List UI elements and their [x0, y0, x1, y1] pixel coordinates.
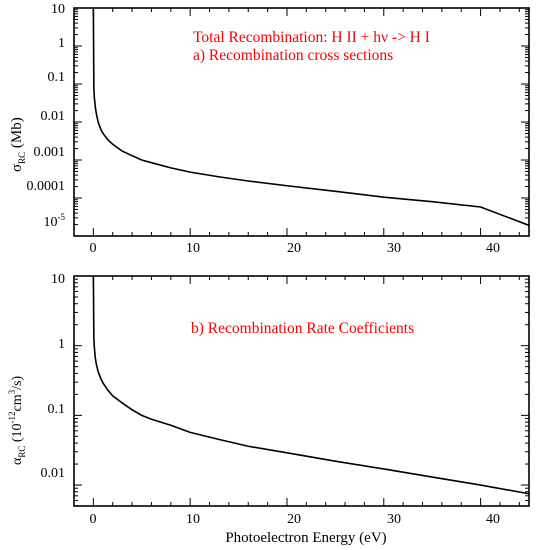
panel-a-y-tick-label: 10	[51, 2, 65, 17]
panel-b-y-label-unit-mid: cm	[10, 394, 25, 411]
panel-a-x-tick-label: 30	[387, 241, 401, 256]
panel-a-y-label-unit: (Mb)	[9, 117, 25, 152]
panel-b-x-tick-label: 20	[287, 512, 301, 527]
panel-b-y-label-exp1: -12	[7, 411, 17, 423]
panel-b: b) Recombination Rate Coefficients αRC (…	[7, 272, 530, 546]
x-axis-label: Photoelectron Energy (eV)	[225, 530, 386, 546]
panel-b-x-tick-labels: 0 10 20 30 40	[90, 512, 501, 527]
panel-b-y-label-subscript: RC	[17, 446, 27, 458]
panel-b-y-label-unit-pre: (10	[10, 423, 25, 445]
panel-a-y-tick-label: 0.1	[48, 70, 66, 85]
panel-a-series-line	[92, 7, 530, 227]
panel-b-plot-area	[74, 275, 530, 507]
panel-a-x-tick-label: 10	[186, 241, 200, 256]
panel-a-y-label-symbol: σ	[9, 164, 25, 172]
panel-a-frame	[73, 7, 530, 237]
panel-b-y-label-symbol: α	[10, 457, 25, 465]
panel-a: Total Recombination: H II + hν -> H I a)…	[9, 2, 530, 256]
panel-b-y-label-unit-post: /s)	[10, 376, 25, 390]
panel-b-y-tick-labels: 10 1 0.1 0.01	[41, 272, 66, 481]
panel-b-y-tick-label: 1	[58, 337, 65, 352]
panel-a-y-tick-label: 0.001	[34, 145, 66, 160]
panel-a-y-tick-label: 0.0001	[27, 179, 66, 194]
panel-a-y-tick-label-exponent: 10-5	[44, 212, 66, 230]
panel-b-x-tick-label: 0	[90, 512, 97, 527]
panel-a-x-tick-label: 0	[90, 241, 97, 256]
panel-a-y-tick-label: 1	[58, 36, 65, 51]
panel-a-x-tick-label: 20	[287, 241, 301, 256]
panel-b-x-tick-label: 10	[186, 512, 200, 527]
panel-b-series-line	[92, 275, 530, 495]
panel-b-x-tick-label: 30	[387, 512, 401, 527]
panel-a-x-tick-labels: 0 10 20 30 40	[90, 241, 501, 256]
panel-b-y-tick-label: 10	[51, 272, 65, 287]
panel-a-y-tick-label: 0.01	[41, 109, 66, 124]
panel-b-y-label-exp2: 3	[7, 389, 17, 394]
panel-a-annotation-subtitle: a) Recombination cross sections	[193, 47, 393, 64]
panel-b-y-tick-label: 0.01	[41, 466, 66, 481]
panel-a-x-tick-label: 40	[486, 241, 500, 256]
panel-b-y-axis-label: αRC (10-12cm3/s)	[7, 376, 27, 465]
panel-a-y-label-subscript: RC	[17, 152, 27, 164]
panel-a-y-tick-exp: -5	[58, 212, 66, 222]
panel-a-y-tick-base: 10	[44, 215, 58, 230]
panel-b-annotation-title: b) Recombination Rate Coefficients	[191, 320, 414, 337]
panel-b-y-tick-label: 0.1	[48, 402, 66, 417]
panel-a-y-tick-labels: 10 1 0.1 0.01 0.001 0.0001 10-5	[27, 2, 66, 230]
panel-a-y-axis-label: σRC (Mb)	[9, 117, 27, 172]
panel-b-x-tick-label: 40	[486, 512, 500, 527]
panel-b-frame	[73, 275, 530, 507]
panel-a-annotation-title: Total Recombination: H II + hν -> H I	[193, 29, 430, 46]
